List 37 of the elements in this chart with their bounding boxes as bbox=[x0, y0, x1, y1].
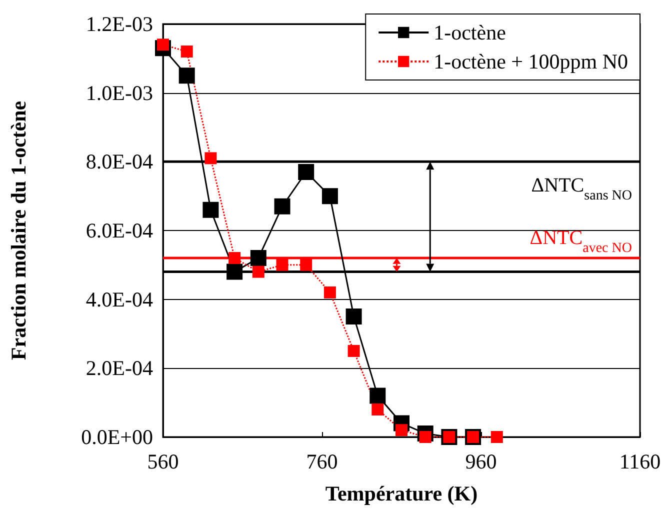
legend-label: 1-octène bbox=[434, 20, 506, 44]
point bbox=[228, 252, 241, 264]
y-tick-label: 2.0E-04 bbox=[86, 356, 154, 380]
y-tick-label: 4.0E-04 bbox=[86, 287, 154, 312]
point bbox=[346, 308, 362, 325]
point bbox=[178, 68, 195, 84]
point bbox=[396, 424, 408, 436]
point bbox=[276, 258, 288, 271]
point bbox=[300, 258, 312, 271]
y-tick-label: 6.0E-04 bbox=[86, 218, 154, 242]
x-tick-label: 960 bbox=[465, 450, 497, 474]
ref-line-label: ΔNTC$_{sans NO}$ bbox=[531, 174, 632, 204]
point bbox=[322, 188, 338, 204]
point bbox=[180, 46, 193, 58]
y-tick-label: 1.2E-03 bbox=[86, 12, 153, 36]
point bbox=[324, 286, 336, 298]
point bbox=[202, 202, 219, 218]
x-axis-title: Température (K) bbox=[325, 482, 478, 506]
point bbox=[372, 403, 384, 416]
point bbox=[370, 388, 386, 404]
y-axis-title: Fraction molaire du 1-octène bbox=[6, 100, 30, 360]
x-tick-label: 560 bbox=[147, 450, 179, 474]
point bbox=[252, 266, 264, 278]
point bbox=[298, 164, 314, 180]
x-tick-label: 1160 bbox=[619, 450, 661, 474]
y-tick-label: 1.0E-03 bbox=[86, 80, 153, 105]
point bbox=[226, 264, 243, 280]
point bbox=[204, 152, 217, 164]
ref-line-label: ΔNTC$_{avec NO}$ bbox=[530, 227, 632, 256]
x-tick-label: 760 bbox=[306, 450, 338, 474]
point bbox=[348, 344, 360, 357]
point bbox=[250, 250, 266, 266]
y-tick-label: 8.0E-04 bbox=[86, 150, 154, 174]
y-tick-label: 0.0E+00 bbox=[81, 425, 153, 449]
legend-label: 1-octène + 100ppm N0 bbox=[434, 50, 628, 74]
point bbox=[274, 198, 290, 214]
point bbox=[490, 431, 503, 443]
